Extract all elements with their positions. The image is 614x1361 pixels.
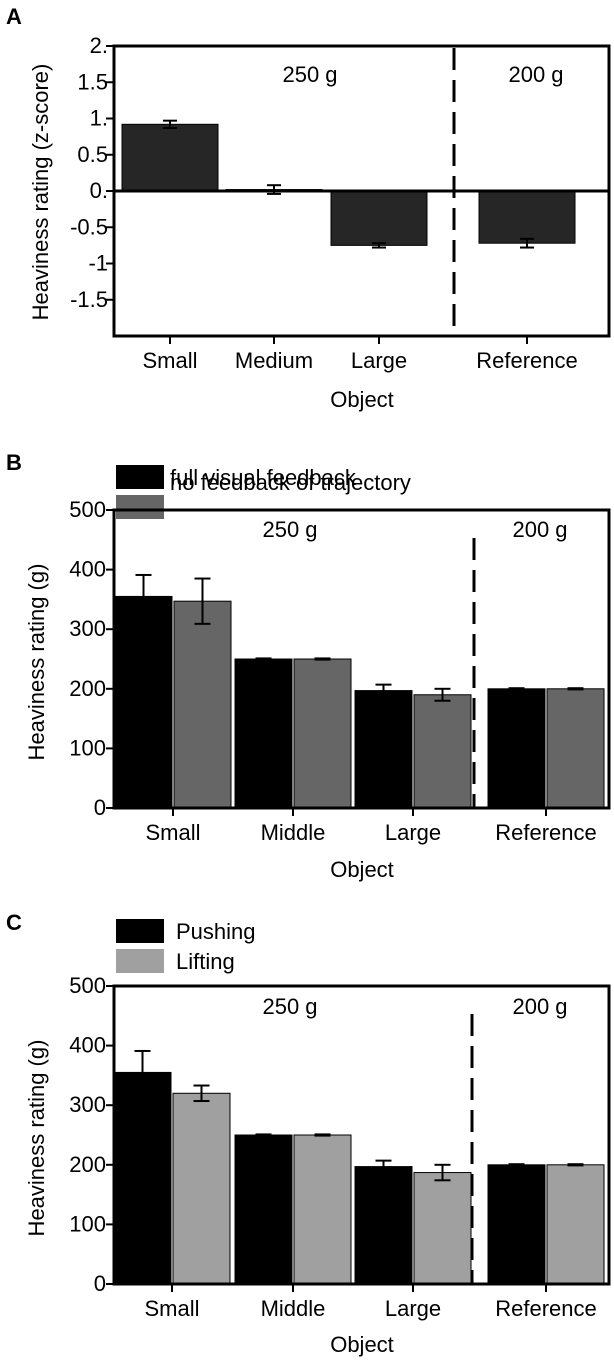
panel-c-marks: 0 100 200 300 400 500 Small Middle Large Referenc… bbox=[69, 973, 605, 1321]
legend-label-full-visual-feedback: full visual feedback bbox=[170, 465, 357, 490]
bar bbox=[478, 190, 576, 244]
panel-b-plot-frame bbox=[112, 508, 611, 810]
bar bbox=[173, 600, 232, 809]
bar bbox=[330, 190, 428, 246]
panel-a-annotation-200g: 200 g bbox=[508, 62, 563, 87]
panel-label-b: B bbox=[6, 450, 22, 475]
bar bbox=[354, 690, 413, 809]
panel-c-ylabel: Heaviness rating (g) bbox=[24, 1040, 49, 1237]
x-tick-label: Large bbox=[385, 820, 441, 845]
panel-b-ylabel: Heaviness rating (g) bbox=[24, 564, 49, 761]
panel-a-xlabel: Object bbox=[330, 387, 394, 412]
y-tick-label: 0 bbox=[94, 795, 106, 820]
y-tick-label: -0.5 bbox=[70, 214, 108, 239]
legend-swatch-no-feedback bbox=[116, 495, 164, 519]
x-tick-label: Middle bbox=[261, 820, 326, 845]
bar bbox=[293, 658, 352, 809]
panel-a-annotation-250g: 250 g bbox=[282, 62, 337, 87]
x-tick-label: Small bbox=[145, 820, 200, 845]
bar bbox=[113, 1071, 172, 1285]
x-tick-label: Middle bbox=[261, 1296, 326, 1321]
panel-a-ylabel: Heaviness rating (z-score) bbox=[28, 64, 53, 321]
legend-label-lifting: Lifting bbox=[176, 949, 235, 974]
panel-b: B full visual feedback no feedback of tr… bbox=[6, 450, 611, 882]
bar bbox=[234, 658, 293, 809]
y-tick-label: 200 bbox=[69, 1152, 106, 1177]
x-tick-label: Reference bbox=[495, 1296, 597, 1321]
x-tick-label: Large bbox=[351, 348, 407, 373]
bar bbox=[487, 688, 546, 809]
x-tick-label: Reference bbox=[476, 348, 578, 373]
panel-c-xlabel: Object bbox=[330, 1332, 394, 1357]
panel-b-marks: 0 100 200 300 400 500 Small Middle Large Referenc… bbox=[69, 497, 605, 845]
panel-label-a: A bbox=[6, 4, 22, 29]
y-tick-label: 500 bbox=[69, 973, 106, 998]
bar bbox=[121, 123, 219, 192]
panel-c: C Pushing Lifting 0 100 200 300 400 500 Small M… bbox=[6, 910, 611, 1357]
y-tick-label: 400 bbox=[69, 557, 106, 582]
x-tick-label: Reference bbox=[495, 820, 597, 845]
y-tick-label: 300 bbox=[69, 1092, 106, 1117]
y-tick-label: 0 bbox=[94, 1271, 106, 1296]
panel-b-annotation-200g: 200 g bbox=[512, 517, 567, 542]
bar bbox=[487, 1164, 546, 1285]
bar bbox=[172, 1092, 231, 1285]
y-tick-label: 2. bbox=[90, 33, 108, 58]
y-tick-label: -1.5 bbox=[70, 287, 108, 312]
y-tick-label: 500 bbox=[69, 497, 106, 522]
panel-b-annotation-250g: 250 g bbox=[262, 517, 317, 542]
legend-swatch-pushing bbox=[116, 919, 164, 943]
panel-c-plot-frame bbox=[112, 984, 611, 1286]
y-tick-label: 1. bbox=[90, 106, 108, 131]
panel-c-annotation-250g: 250 g bbox=[262, 994, 317, 1019]
bar bbox=[234, 1134, 293, 1285]
bar bbox=[293, 1134, 352, 1285]
bar bbox=[413, 694, 472, 809]
y-tick-label: 0.5 bbox=[77, 142, 108, 167]
bar bbox=[114, 595, 173, 809]
panel-a: A 2. 1.5 1. 0.5 0. -0.5 -1 -1.5 Small Medium Large… bbox=[6, 4, 611, 412]
y-tick-label: 200 bbox=[69, 676, 106, 701]
y-tick-label: -1 bbox=[88, 251, 108, 276]
x-tick-label: Small bbox=[144, 1296, 199, 1321]
y-tick-label: 100 bbox=[69, 1211, 106, 1236]
bar bbox=[546, 1164, 605, 1285]
y-tick-label: 0. bbox=[90, 178, 108, 203]
legend-label-pushing: Pushing bbox=[176, 919, 256, 944]
bar bbox=[546, 688, 605, 809]
legend-swatch-full-visual-feedback bbox=[116, 465, 164, 489]
x-tick-label: Large bbox=[385, 1296, 441, 1321]
y-tick-label: 300 bbox=[69, 616, 106, 641]
panel-a-marks: 2. 1.5 1. 0.5 0. -0.5 -1 -1.5 Small Medium Large Re… bbox=[70, 33, 609, 373]
bar bbox=[354, 1166, 413, 1285]
bar bbox=[413, 1172, 472, 1285]
y-tick-label: 1.5 bbox=[77, 69, 108, 94]
legend-swatch-lifting bbox=[116, 949, 164, 973]
y-tick-label: 400 bbox=[69, 1033, 106, 1058]
x-tick-label: Medium bbox=[235, 348, 313, 373]
panel-b-xlabel: Object bbox=[330, 857, 394, 882]
legend-label-no-feedback: no feedback of trajectory bbox=[170, 470, 411, 495]
y-tick-label: 100 bbox=[69, 735, 106, 760]
x-tick-label: Small bbox=[142, 348, 197, 373]
panel-c-annotation-200g: 200 g bbox=[512, 994, 567, 1019]
panel-a-plot-frame bbox=[112, 44, 611, 338]
panel-label-c: C bbox=[6, 910, 22, 935]
